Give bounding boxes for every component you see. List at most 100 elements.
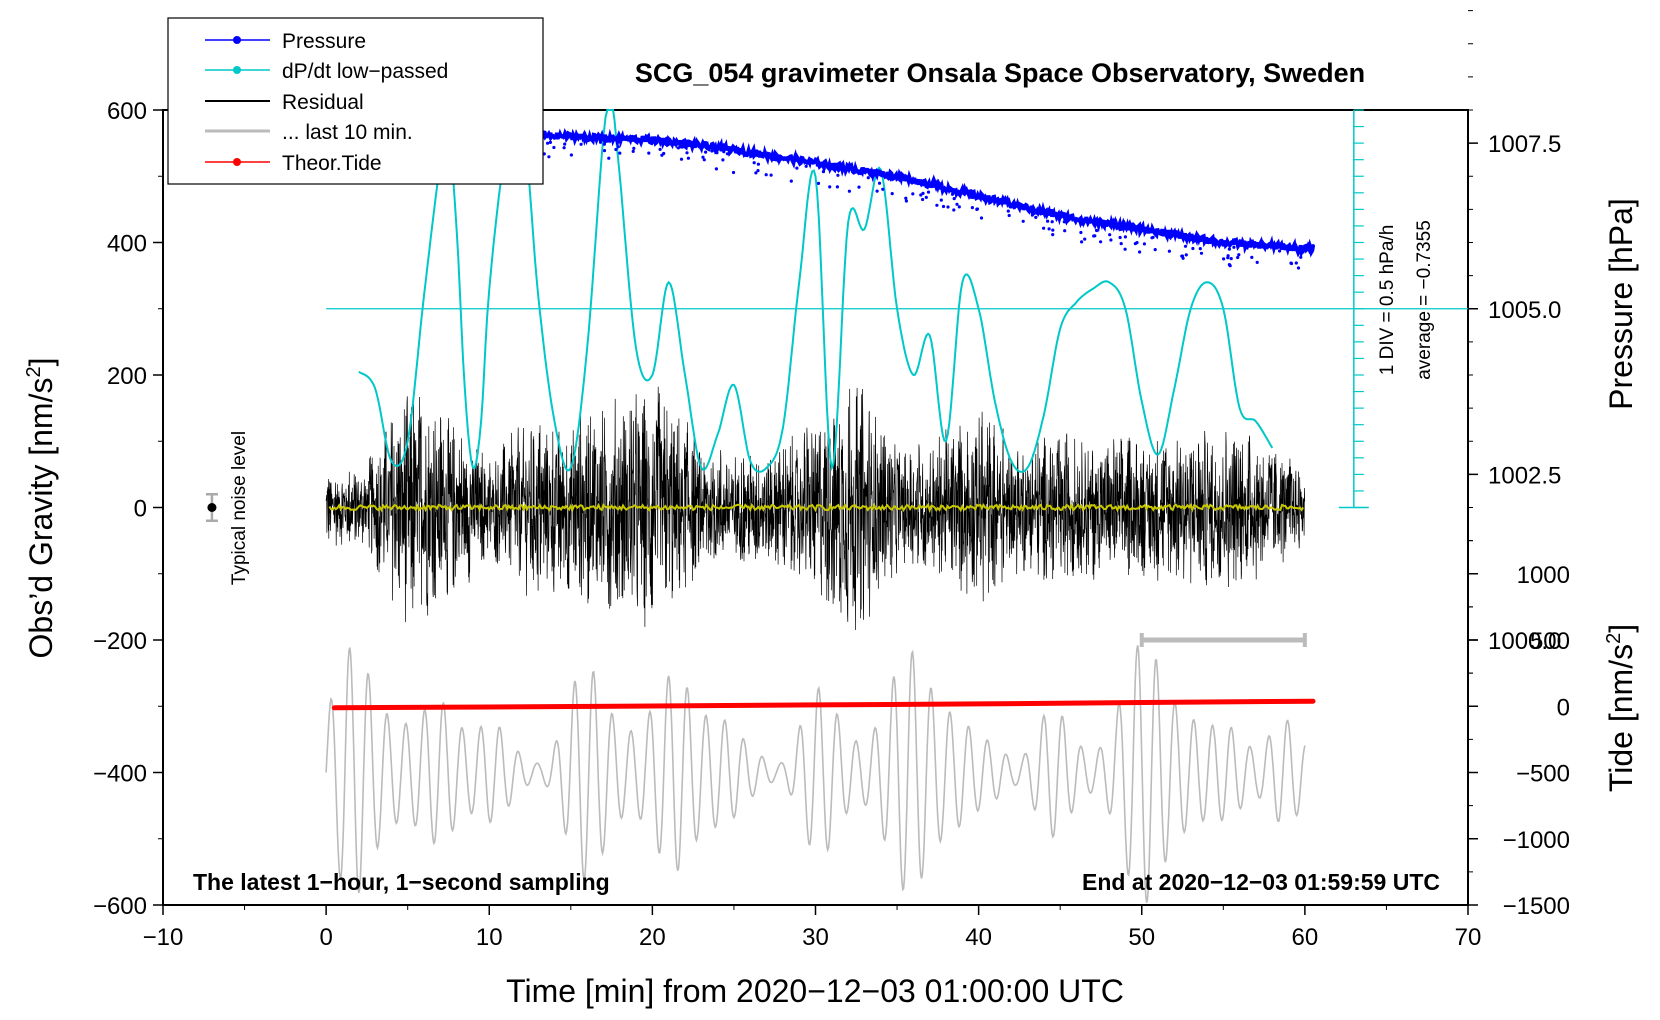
pressure-point: [1227, 242, 1232, 246]
pressure-point: [1042, 226, 1046, 230]
x-axis-label: Time [min] from 2020−12−03 01:00:00 UTC: [506, 973, 1124, 1009]
pressure-point: [877, 181, 882, 185]
pressure-point: [1021, 219, 1025, 223]
pressure-point: [789, 179, 793, 183]
pressure-point: [784, 156, 788, 160]
legend-label-pressure: Pressure: [282, 30, 366, 53]
pressure-point: [804, 164, 808, 168]
pressure-point: [1118, 235, 1122, 240]
x-tick-label: 70: [1455, 924, 1482, 951]
pressure-point: [1177, 234, 1181, 238]
pressure-point: [875, 189, 879, 193]
pressure-tick-label: 1002.5: [1488, 462, 1561, 489]
chart-title: SCG_054 gravimeter Onsala Space Observat…: [635, 58, 1365, 88]
pressure-point: [676, 141, 680, 145]
pressure-point: [731, 170, 736, 175]
pressure-point: [722, 150, 726, 154]
pressure-point: [1006, 209, 1010, 213]
pressure-point: [835, 185, 840, 189]
pressure-point: [946, 205, 950, 209]
x-tick-label: 60: [1292, 924, 1319, 951]
pressure-point: [547, 155, 551, 159]
annotation-left: The latest 1−hour, 1−second sampling: [193, 869, 610, 895]
pressure-point: [1109, 238, 1113, 242]
legend: Pressure dP/dt low−passed Residual ... l…: [167, 17, 544, 185]
pressure-point: [849, 167, 854, 171]
y-tick-label: 600: [107, 98, 147, 125]
pressure-point: [631, 149, 635, 153]
pressure-point: [701, 155, 705, 159]
pressure-point: [791, 158, 795, 162]
annotation-right: End at 2020−12−03 01:59:59 UTC: [1082, 869, 1440, 895]
pressure-point: [764, 173, 768, 177]
pressure-point: [1104, 223, 1108, 227]
legend-label-dpdt: dP/dt low−passed: [282, 60, 448, 83]
pressure-point: [952, 208, 956, 212]
pressure-point: [816, 181, 821, 185]
legend-label-last10: ... last 10 min.: [282, 121, 413, 144]
pressure-point: [686, 156, 691, 160]
pressure-point: [1198, 247, 1202, 251]
pressure-point: [1167, 249, 1171, 253]
pressure-point: [697, 145, 701, 149]
y-axis-left: 600 400 200 0 −200 −400 −600: [93, 98, 163, 920]
pressure-point: [1191, 246, 1195, 251]
pressure-point: [1047, 227, 1051, 231]
smoothed-residual-series: [328, 502, 1305, 514]
pressure-point: [1079, 230, 1083, 235]
x-tick-label: 50: [1128, 924, 1155, 951]
pressure-point: [753, 152, 757, 156]
pressure-point: [702, 158, 706, 162]
pressure-tick-label: 1007.5: [1488, 131, 1561, 158]
pressure-point: [662, 151, 666, 156]
legend-label-tide: Theor.Tide: [282, 152, 382, 175]
legend-dot-tide: [233, 158, 241, 166]
pressure-point: [866, 176, 870, 180]
pressure-point: [1226, 256, 1230, 260]
pressure-point: [771, 157, 776, 161]
pressure-point: [676, 146, 681, 150]
x-tick-label: −10: [143, 924, 184, 951]
last-10-min-series: [325, 645, 1306, 903]
pressure-point: [607, 156, 611, 160]
pressure-point: [616, 145, 620, 149]
smoothed-residual-line: [328, 502, 1305, 514]
pressure-point: [704, 150, 708, 154]
pressure-point: [911, 192, 915, 196]
pressure-point: [1278, 249, 1282, 253]
y-axis-label-text: Obs’d Gravity [nm/s: [23, 378, 59, 659]
pressure-point: [1265, 245, 1269, 249]
pressure-point: [1255, 260, 1259, 264]
pressure-point: [1123, 247, 1127, 251]
pressure-point: [1180, 254, 1185, 258]
pressure-point: [921, 197, 925, 202]
pressure-point: [1236, 255, 1240, 260]
pressure-point: [881, 187, 885, 191]
pressure-point: [1294, 261, 1298, 265]
pressure-point: [795, 166, 799, 170]
pressure-point: [957, 205, 961, 209]
x-axis: −10 0 10 20 30 40 50 60 70: [143, 905, 1482, 951]
y-tick-label: 0: [134, 496, 147, 523]
pressure-point: [939, 198, 943, 202]
pressure-point: [1095, 228, 1099, 233]
tide-tick-label: −1000: [1503, 827, 1570, 854]
tide-axis-label-text: Tide [nm/s: [1603, 644, 1639, 792]
tide-line: [331, 698, 1316, 711]
pressure-point: [1289, 261, 1294, 266]
legend-dot-pressure: [233, 36, 241, 44]
tide-axis-label: Tide [nm/s2]: [1603, 624, 1639, 792]
pressure-point: [836, 173, 840, 177]
pressure-point: [618, 151, 622, 155]
pressure-point: [1083, 237, 1087, 241]
pressure-tick-label: 1005.0: [1488, 297, 1561, 324]
pressure-point: [990, 198, 994, 202]
pressure-point: [593, 137, 597, 141]
pressure-point: [935, 203, 939, 207]
pressure-point: [1119, 242, 1123, 246]
pressure-point: [1080, 222, 1085, 226]
noise-marker: [205, 493, 218, 522]
pressure-point: [679, 157, 684, 161]
pressure-point: [752, 161, 756, 165]
pressure-point: [1030, 213, 1034, 217]
